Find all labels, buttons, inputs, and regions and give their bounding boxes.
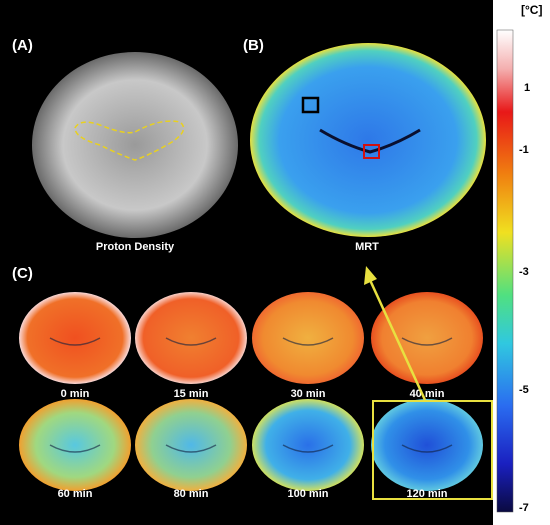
ventricle: [49, 444, 101, 453]
brain-image: [135, 292, 247, 384]
brain-image: [19, 292, 131, 384]
brain-image: [252, 399, 364, 491]
caption: Proton Density: [96, 241, 175, 253]
panel-label: (C): [12, 265, 33, 282]
panel-label: (B): [243, 37, 264, 54]
colorbar-unit: [°C]: [521, 3, 542, 17]
colorbar-label: -7: [519, 502, 529, 514]
time-label: 100 min: [288, 488, 329, 500]
brain-image: [371, 399, 483, 491]
highlight-box: [372, 400, 493, 500]
colorbar: [496, 29, 514, 513]
ventricle: [282, 337, 334, 346]
arrow-head: [364, 266, 377, 285]
colorbar-label: -5: [519, 384, 529, 396]
caption: MRT: [355, 241, 379, 253]
brain-image: [19, 399, 131, 491]
time-label: 80 min: [174, 488, 209, 500]
ventricle: [401, 444, 453, 453]
arrow: [368, 279, 427, 401]
colorbar-label: -3: [519, 266, 529, 278]
roi-box: [363, 144, 380, 159]
panel-label: (A): [12, 37, 33, 54]
colorbar-labels: 1 -1 -3 -5 -7: [519, 82, 530, 514]
brain-image: [135, 399, 247, 491]
time-label: 60 min: [58, 488, 93, 500]
brain-image: [252, 292, 364, 384]
time-label: 40 min: [410, 388, 445, 400]
proton-density-image: [32, 52, 238, 238]
ventricle: [49, 337, 101, 346]
time-label: 15 min: [174, 388, 209, 400]
time-label: 0 min: [61, 388, 90, 400]
ventricle: [282, 444, 334, 453]
brain-image: [371, 292, 483, 384]
ventricle: [165, 337, 217, 346]
mrt-image: [250, 43, 486, 237]
colorbar-label: -1: [519, 144, 529, 156]
ventricle: [319, 128, 421, 154]
time-label: 120 min: [407, 488, 448, 500]
colorbar-label: 1: [524, 82, 530, 94]
roi-outline: [74, 120, 185, 161]
ventricle: [401, 337, 453, 346]
roi-box: [301, 96, 320, 114]
time-series: 0 min 15 min 30 min 40 min 60 min 80 min 100 m…: [19, 292, 483, 500]
time-label: 30 min: [291, 388, 326, 400]
ventricle: [165, 444, 217, 453]
